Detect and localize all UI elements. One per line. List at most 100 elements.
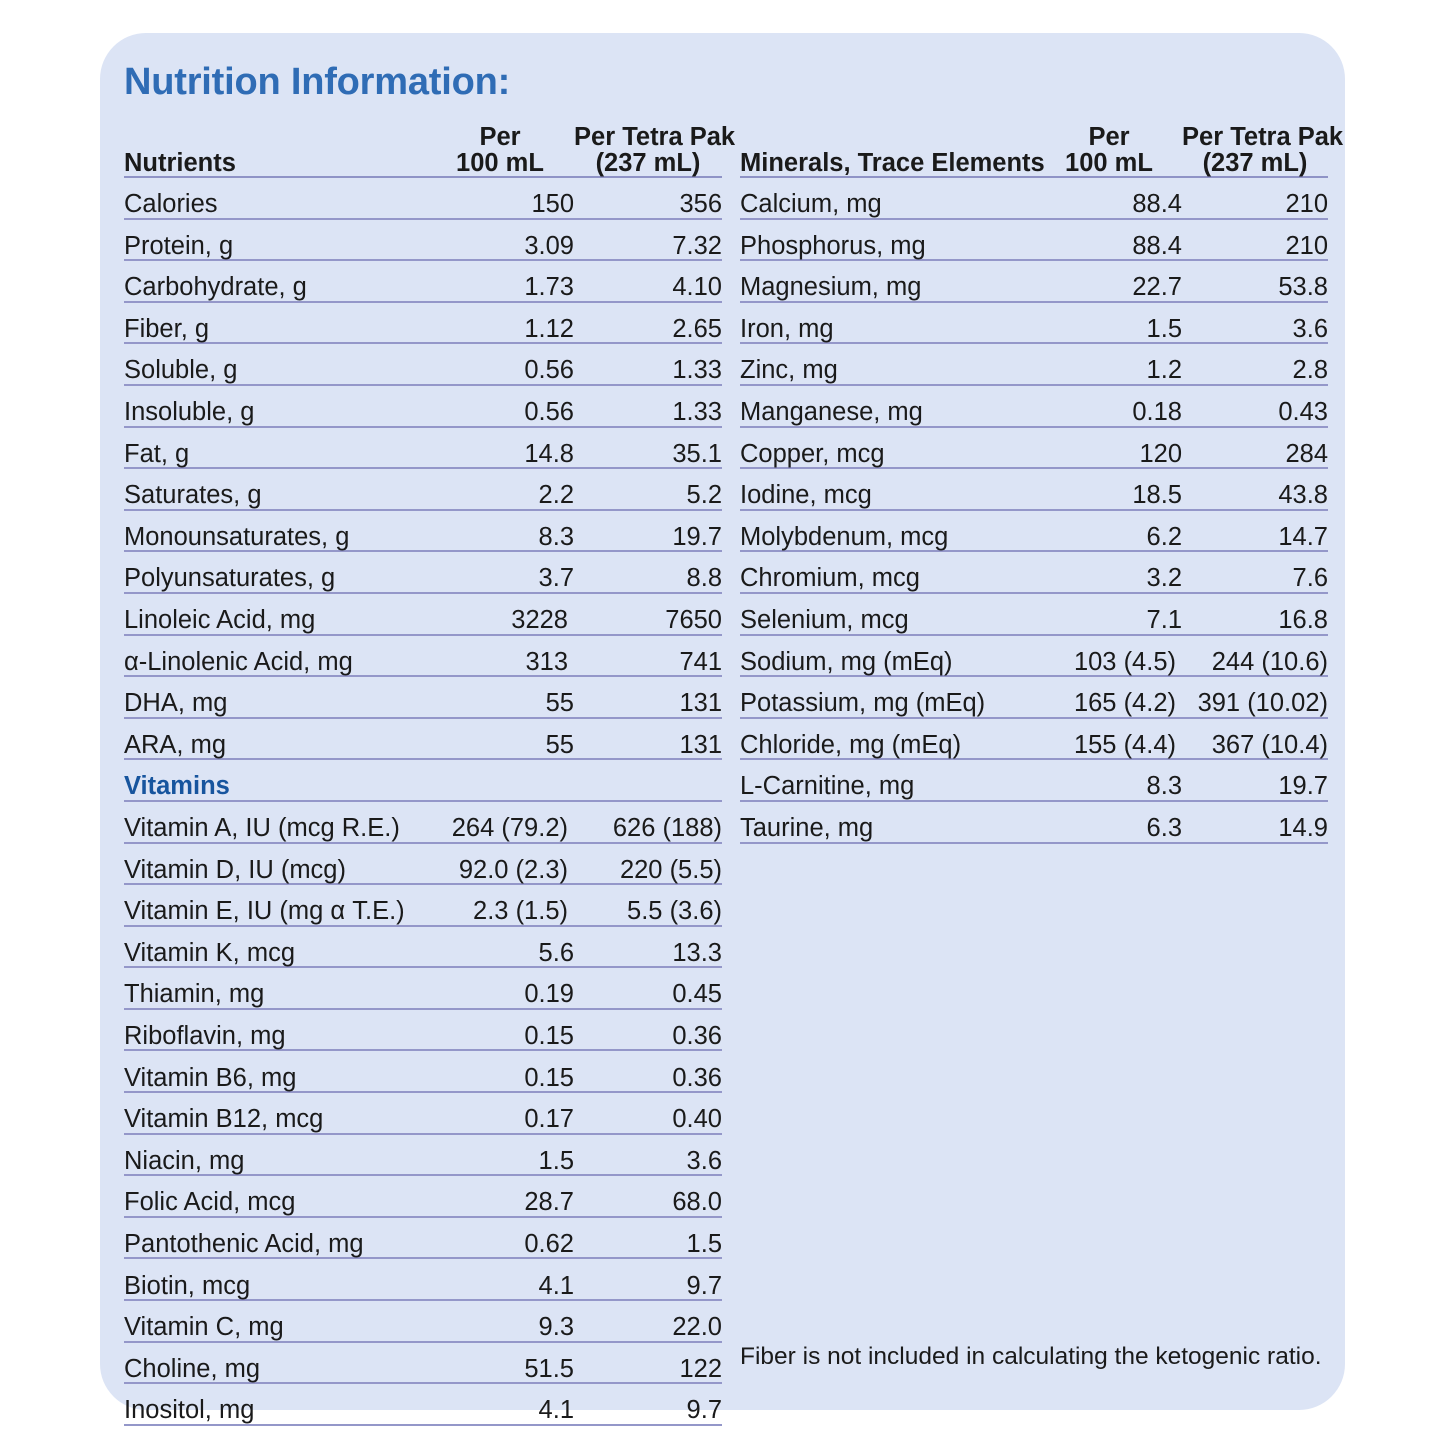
- nutrient-row-per-tetra-pak: 356: [574, 177, 722, 220]
- nutrient-row-label: Niacin, mg: [124, 1133, 426, 1177]
- mineral-row-label: Manganese, mg: [740, 384, 1036, 428]
- nutrient-row-label: Pantothenic Acid, mg: [124, 1216, 426, 1260]
- nutrient-row-per-tetra-pak: 741: [574, 634, 722, 678]
- table-row: Zinc, mg 1.2 2.8: [740, 343, 1328, 386]
- nutrient-row-per-100ml: 0.15: [426, 1050, 574, 1094]
- nutrient-row-per-100ml: 1.73: [426, 260, 574, 303]
- nutrient-row-per-100ml: 4.1: [426, 1383, 574, 1426]
- nutrient-row-label: Biotin, mcg: [124, 1258, 426, 1302]
- nutrient-row-per-tetra-pak: 7.32: [574, 218, 722, 262]
- nutrient-row-label: Vitamin C, mg: [124, 1300, 426, 1343]
- mineral-row-label: Molybdenum, mcg: [740, 509, 1036, 553]
- mineral-row-per-tetra-pak: 7.6: [1182, 551, 1328, 594]
- minerals-header-name: Minerals, Trace Elements: [740, 125, 1045, 178]
- nutrient-row-per-100ml: 14.8: [426, 426, 574, 470]
- nutrient-row-per-tetra-pak: 0.36: [574, 1008, 722, 1052]
- table-row: Manganese, mg 0.18 0.43: [740, 384, 1328, 428]
- section-heading-label: Vitamins: [124, 759, 722, 802]
- mineral-row-per-tetra-pak: 210: [1182, 177, 1328, 220]
- nutrient-row-per-100ml: 3.7: [426, 551, 574, 594]
- mineral-row-per-100ml: 88.4: [1036, 177, 1182, 220]
- mineral-row-per-tetra-pak: 3.6: [1182, 301, 1328, 345]
- table-row: Molybdenum, mcg 6.2 14.7: [740, 509, 1328, 553]
- nutrient-row-per-100ml: 1.12: [426, 301, 574, 345]
- mineral-row-per-tetra-pak: 19.7: [1182, 759, 1328, 802]
- nutrient-row-label: Folic Acid, mcg: [124, 1175, 426, 1218]
- table-row: DHA, mg 55 131: [124, 676, 722, 719]
- table-row: Folic Acid, mcg 28.7 68.0: [124, 1175, 722, 1218]
- nutrient-row-label: α-Linolenic Acid, mg: [124, 634, 426, 678]
- nutrient-row-label: Protein, g: [124, 218, 426, 262]
- nutrients-table-body: Calories 150 356 Protein, g 3.09 7.32 Carbohyd…: [124, 177, 722, 1426]
- table-row: Polyunsaturates, g 3.7 8.8: [124, 551, 722, 594]
- nutrient-row-per-tetra-pak: 5.5 (3.6): [574, 884, 722, 927]
- nutrient-row-per-100ml: 51.5: [426, 1341, 574, 1385]
- table-row: Monounsaturates, g 8.3 19.7: [124, 509, 722, 553]
- minerals-table-head: Minerals, Trace Elements Per 100 mL Per …: [740, 124, 1343, 178]
- nutrient-row-per-100ml: 4.1: [426, 1258, 574, 1302]
- nutrient-row-label: Soluble, g: [124, 343, 426, 386]
- mineral-row-per-100ml: 1.5: [1036, 301, 1182, 345]
- nutrient-row-label: Fat, g: [124, 426, 426, 470]
- nutrient-row-label: Vitamin K, mcg: [124, 925, 426, 969]
- nutrient-row-label: Calories: [124, 177, 426, 220]
- mineral-row-per-tetra-pak: 244 (10.6): [1182, 634, 1328, 678]
- mineral-row-per-100ml: 22.7: [1036, 260, 1182, 303]
- nutrients-header-per-tetra-pak: Per Tetra Pak (237 mL): [574, 123, 736, 178]
- table-row: Vitamin C, mg 9.3 22.0: [124, 1300, 722, 1343]
- mineral-row-per-tetra-pak: 2.8: [1182, 343, 1328, 386]
- table-row: Fiber, g 1.12 2.65: [124, 301, 722, 345]
- mineral-row-per-tetra-pak: 0.43: [1182, 384, 1328, 428]
- nutrient-row-label: Riboflavin, mg: [124, 1008, 426, 1052]
- nutrient-row-label: Choline, mg: [124, 1341, 426, 1385]
- table-row: Insoluble, g 0.56 1.33: [124, 384, 722, 428]
- nutrients-table-head: Nutrients Per 100 mL Per Tetra Pak (237 …: [124, 123, 736, 178]
- nutrient-row-per-100ml: 92.0 (2.3): [426, 842, 574, 886]
- nutrient-row-label: Vitamin D, IU (mcg): [124, 842, 426, 886]
- minerals-table-body: Calcium, mg 88.4 210 Phosphorus, mg 88.4 210 M…: [740, 177, 1328, 844]
- table-row: Biotin, mcg 4.1 9.7: [124, 1258, 722, 1302]
- nutrients-header-name: Nutrients: [124, 125, 426, 178]
- nutrient-row-per-tetra-pak: 8.8: [574, 551, 722, 594]
- mineral-row-per-tetra-pak: 16.8: [1182, 592, 1328, 636]
- nutrient-row-label: Vitamin E, IU (mg α T.E.): [124, 884, 426, 927]
- mineral-row-label: Iron, mg: [740, 301, 1036, 345]
- nutrient-row-per-tetra-pak: 35.1: [574, 426, 722, 470]
- table-row: Saturates, g 2.2 5.2: [124, 468, 722, 511]
- nutrient-row-label: Saturates, g: [124, 468, 426, 511]
- table-row: Sodium, mg (mEq) 103 (4.5) 244 (10.6): [740, 634, 1328, 678]
- table-row: Calories 150 356: [124, 177, 722, 220]
- nutrients-header-per-100ml: Per 100 mL: [426, 124, 574, 178]
- mineral-row-per-tetra-pak: 43.8: [1182, 468, 1328, 511]
- minerals-table: Minerals, Trace Elements Per 100 mL Per …: [740, 124, 1343, 844]
- nutrient-row-per-tetra-pak: 1.33: [574, 384, 722, 428]
- table-row: Vitamin B12, mcg 0.17 0.40: [124, 1092, 722, 1135]
- table-row: Choline, mg 51.5 122: [124, 1341, 722, 1385]
- mineral-row-label: Selenium, mcg: [740, 592, 1036, 636]
- nutrient-row-per-100ml: 1.5: [426, 1133, 574, 1177]
- nutrient-row-per-100ml: 313: [426, 634, 574, 678]
- table-row: Vitamin A, IU (mcg R.E.) 264 (79.2) 626 (1…: [124, 800, 722, 844]
- nutrient-row-per-tetra-pak: 220 (5.5): [574, 842, 722, 886]
- nutrient-row-per-100ml: 0.19: [426, 967, 574, 1010]
- mineral-row-per-100ml: 155 (4.4): [1036, 717, 1182, 761]
- nutrient-row-per-tetra-pak: 22.0: [574, 1300, 722, 1343]
- mineral-row-per-tetra-pak: 391 (10.02): [1182, 676, 1328, 719]
- mineral-row-per-100ml: 1.2: [1036, 343, 1182, 386]
- table-row: Potassium, mg (mEq) 165 (4.2) 391 (10.02): [740, 676, 1328, 719]
- nutrient-row-per-tetra-pak: 13.3: [574, 925, 722, 969]
- nutrient-row-per-100ml: 0.15: [426, 1008, 574, 1052]
- mineral-row-per-tetra-pak: 284: [1182, 426, 1328, 470]
- minerals-table-container: Minerals, Trace Elements Per 100 mL Per …: [740, 124, 1343, 844]
- mineral-row-label: Magnesium, mg: [740, 260, 1036, 303]
- nutrient-row-per-tetra-pak: 7650: [574, 592, 722, 636]
- mineral-row-per-tetra-pak: 210: [1182, 218, 1328, 262]
- table-row: Magnesium, mg 22.7 53.8: [740, 260, 1328, 303]
- table-row: Vitamin D, IU (mcg) 92.0 (2.3) 220 (5.5): [124, 842, 722, 886]
- table-row: Thiamin, mg 0.19 0.45: [124, 967, 722, 1010]
- table-row: Taurine, mg 6.3 14.9: [740, 800, 1328, 844]
- table-row: Vitamin E, IU (mg α T.E.) 2.3 (1.5) 5.5 (3…: [124, 884, 722, 927]
- nutrient-row-per-100ml: 0.56: [426, 384, 574, 428]
- nutrient-row-per-100ml: 0.17: [426, 1092, 574, 1135]
- nutrient-row-label: Carbohydrate, g: [124, 260, 426, 303]
